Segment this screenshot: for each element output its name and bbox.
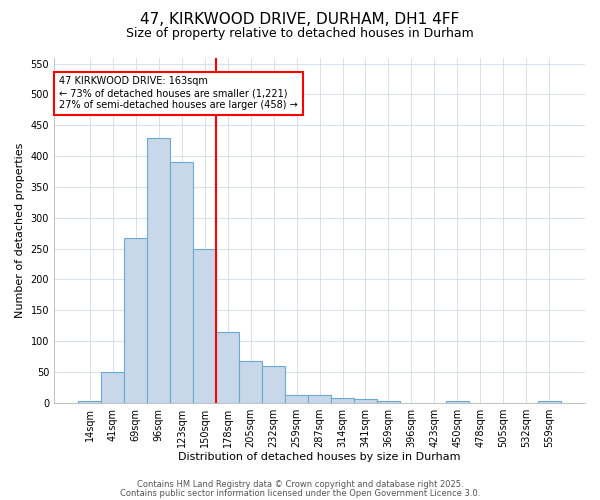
- Bar: [124, 238, 147, 402]
- Text: 47 KIRKWOOD DRIVE: 163sqm
← 73% of detached houses are smaller (1,221)
27% of se: 47 KIRKWOOD DRIVE: 163sqm ← 73% of detac…: [59, 76, 298, 110]
- Bar: [446, 401, 469, 402]
- Bar: [354, 399, 377, 402]
- Bar: [262, 366, 285, 403]
- X-axis label: Distribution of detached houses by size in Durham: Distribution of detached houses by size …: [178, 452, 461, 462]
- Bar: [308, 394, 331, 402]
- Text: 47, KIRKWOOD DRIVE, DURHAM, DH1 4FF: 47, KIRKWOOD DRIVE, DURHAM, DH1 4FF: [140, 12, 460, 28]
- Bar: [239, 361, 262, 403]
- Bar: [331, 398, 354, 402]
- Text: Contains public sector information licensed under the Open Government Licence 3.: Contains public sector information licen…: [120, 488, 480, 498]
- Y-axis label: Number of detached properties: Number of detached properties: [15, 142, 25, 318]
- Text: Contains HM Land Registry data © Crown copyright and database right 2025.: Contains HM Land Registry data © Crown c…: [137, 480, 463, 489]
- Bar: [216, 332, 239, 402]
- Bar: [170, 162, 193, 402]
- Bar: [101, 372, 124, 402]
- Bar: [147, 138, 170, 402]
- Text: Size of property relative to detached houses in Durham: Size of property relative to detached ho…: [126, 28, 474, 40]
- Bar: [538, 401, 561, 402]
- Bar: [285, 394, 308, 402]
- Bar: [193, 248, 216, 402]
- Bar: [78, 401, 101, 402]
